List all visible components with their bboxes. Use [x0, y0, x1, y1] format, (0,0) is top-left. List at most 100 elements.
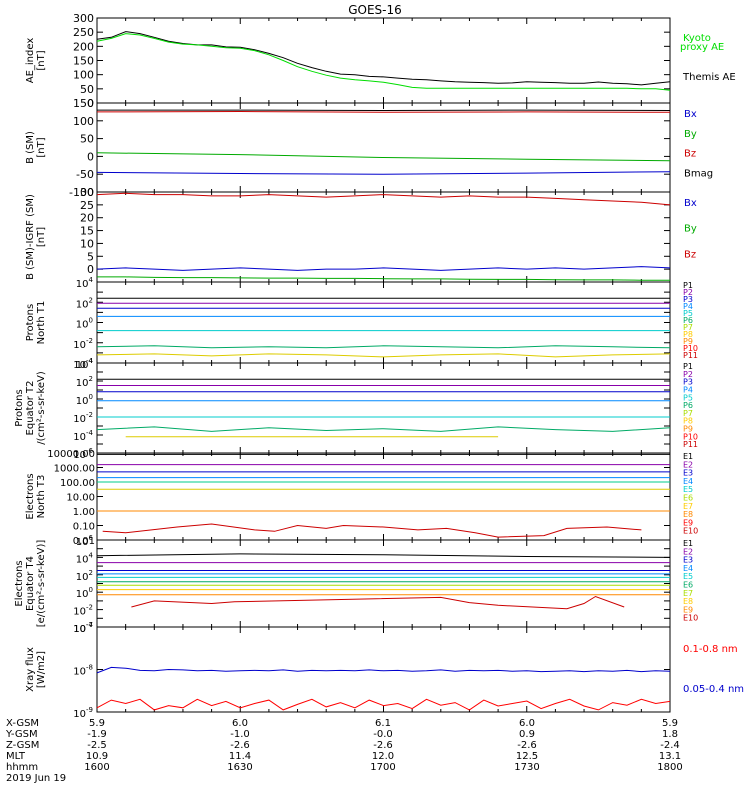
y-axis-label: Electrons — [25, 473, 36, 519]
y-tick-label: 100 — [76, 586, 93, 600]
series-line-p6 — [96, 426, 671, 432]
y-tick-label: 104 — [76, 357, 94, 371]
y-tick-label: 15 — [80, 225, 94, 238]
series-line-0-1-0-8-nm — [96, 698, 671, 711]
y-axis-label: Electrons — [14, 560, 25, 606]
series-line-p6 — [96, 345, 671, 349]
y-axis-label: Xray flux — [25, 647, 36, 692]
ephemeris-row-label: X-GSM — [6, 718, 39, 729]
legend-entry: E2 — [683, 460, 693, 469]
y-tick-label: 0.01 — [73, 536, 95, 547]
y-tick-label: 10-4 — [73, 429, 93, 443]
y-tick-label: 104 — [76, 551, 94, 565]
ephemeris-value: -2.4 — [660, 740, 680, 751]
legend-entry: P4 — [683, 302, 693, 311]
y-tick-label: 102 — [76, 569, 93, 583]
legend-entry: E10 — [683, 614, 698, 623]
legend-entry: E10 — [683, 527, 698, 536]
series-line-bz — [96, 110, 671, 113]
ephemeris-value: 1630 — [227, 762, 252, 773]
legend-entry: Bz — [684, 249, 696, 260]
plot-title: GOES-16 — [348, 3, 402, 17]
y-tick-label: 10-8 — [73, 664, 93, 678]
legend-entry: Themis AE — [682, 72, 736, 83]
legend-entry: E6 — [683, 494, 693, 503]
legend-entry: proxy AE — [680, 42, 724, 53]
y-tick-label: 0 — [87, 263, 94, 276]
y-tick-label: 100 — [76, 393, 93, 407]
ephemeris-row-label: MLT — [6, 751, 26, 762]
y-axis-label: North T1 — [36, 301, 47, 345]
ephemeris-value: 12.5 — [516, 751, 538, 762]
y-tick-label: 10.00 — [66, 493, 95, 504]
legend-entry: E9 — [683, 605, 693, 614]
legend-entry: E4 — [683, 564, 693, 573]
y-axis-label: Equator T4 — [25, 556, 36, 611]
series-line-kyoto-proxy-ae — [96, 33, 671, 91]
ephemeris-value: 6.0 — [519, 718, 535, 729]
legend-entry: P1 — [683, 281, 693, 290]
legend-entry: P2 — [683, 288, 693, 297]
y-axis-label: [nT] — [36, 137, 47, 157]
ephemeris-value: -2.6 — [230, 740, 250, 751]
ephemeris-value: 0.9 — [519, 729, 535, 740]
legend-entry: P7 — [683, 409, 693, 418]
ephemeris-value: -2.5 — [87, 740, 107, 751]
panel-frame — [96, 17, 671, 104]
legend-entry: P10 — [683, 432, 698, 441]
legend-entry: P5 — [683, 393, 693, 402]
legend-entry: E6 — [683, 581, 693, 590]
ephemeris-value: 1600 — [84, 762, 109, 773]
ephemeris-value: 10.9 — [86, 751, 108, 762]
legend-entry: E8 — [683, 597, 693, 606]
legend-entry: E4 — [683, 477, 693, 486]
y-axis-label: [nT] — [36, 227, 47, 247]
y-tick-label: 100 — [76, 317, 93, 331]
series-line-e1 — [96, 553, 671, 558]
y-tick-label: 300 — [73, 12, 94, 25]
series-line-p8 — [96, 353, 671, 358]
legend-entry: Kyoto — [683, 33, 711, 44]
y-tick-label: 10-2 — [73, 337, 93, 351]
ephemeris-value: 5.9 — [662, 718, 678, 729]
legend-entry: P7 — [683, 323, 693, 332]
y-axis-label: /(cm²-s-sr-keV) — [36, 371, 47, 445]
series-line-e10 — [131, 595, 625, 610]
ephemeris-value: -1.9 — [87, 729, 107, 740]
y-tick-label: 10-7 — [73, 621, 93, 635]
series-line-themis-ae — [96, 31, 671, 86]
y-tick-label: -100 — [69, 186, 94, 199]
legend-entry: P3 — [683, 295, 693, 304]
series-line-bx — [96, 171, 671, 175]
legend-entry: By — [684, 129, 697, 140]
y-tick-label: 50 — [80, 133, 94, 146]
y-axis-label: AE_index — [25, 38, 36, 84]
legend-entry: E5 — [683, 485, 693, 494]
y-tick-label: 25 — [80, 199, 94, 212]
panel-frame — [96, 281, 671, 364]
y-tick-label: 10000.00 — [47, 449, 95, 460]
ephemeris-value: 12.0 — [372, 751, 394, 762]
y-tick-label: 0.10 — [73, 522, 95, 533]
ephemeris-value: -0.0 — [373, 729, 393, 740]
y-tick-label: 5 — [87, 250, 94, 263]
ephemeris-value: 6.1 — [375, 718, 391, 729]
y-tick-label: 102 — [76, 375, 93, 389]
series-line-by — [97, 276, 670, 281]
y-tick-label: 10 — [80, 237, 94, 250]
legend-entry: P5 — [683, 309, 693, 318]
legend-entry: P8 — [683, 330, 693, 339]
ephemeris-value: 6.0 — [232, 718, 248, 729]
ephemeris-value: 1730 — [514, 762, 539, 773]
legend-entry: E1 — [683, 539, 693, 548]
y-tick-label: 30 — [80, 186, 94, 199]
y-tick-label: 104 — [76, 276, 94, 290]
legend-entry: P10 — [683, 344, 698, 353]
ephemeris-value: -1.0 — [230, 729, 250, 740]
legend-entry: By — [684, 224, 697, 235]
legend-entry: P9 — [683, 425, 693, 434]
legend-entry: Bmag — [684, 168, 713, 179]
ephemeris-value: 13.1 — [659, 751, 681, 762]
